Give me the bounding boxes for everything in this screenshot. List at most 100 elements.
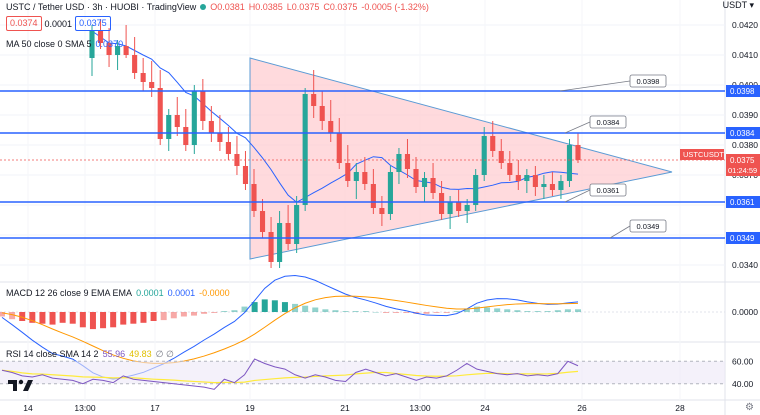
callout-label: 0.0398 — [637, 77, 660, 86]
candle-body — [362, 172, 368, 184]
macd-histogram-bar — [251, 302, 258, 312]
candle-body — [277, 223, 283, 262]
candle-body — [456, 202, 462, 211]
price-tick-label: 0.0410 — [732, 50, 758, 60]
macd-histogram-bar — [211, 312, 218, 313]
candle-body — [328, 121, 334, 133]
current-price-tag — [726, 154, 760, 176]
macd-histogram-bar — [443, 312, 450, 313]
macd-histogram-bar — [231, 310, 238, 312]
time-tick-label: 28 — [675, 403, 685, 413]
candle-body — [404, 154, 411, 169]
market-status-icon — [200, 4, 207, 10]
candle-body — [208, 121, 214, 133]
macd-histogram-bar — [352, 311, 359, 312]
macd-histogram-bar — [332, 310, 339, 312]
ma-legend-text: MA 50 close 0 SMA 5 — [6, 39, 92, 49]
candle-body — [370, 184, 376, 208]
rsi-legend[interactable]: RSI 14 close SMA 14 2 55.96 49.83 ∅ ∅ — [6, 348, 174, 360]
macd-signal-line — [1, 295, 579, 364]
macd-value-1: 0.0001 — [136, 288, 164, 298]
ma-legend[interactable]: MA 50 close 0 SMA 5 0.0370 — [6, 38, 123, 50]
macd-histogram-bar — [140, 312, 147, 323]
candle-body — [115, 46, 121, 55]
macd-histogram-bar — [39, 312, 46, 324]
callout-connector — [559, 80, 631, 92]
price-axis-level-text: 0.0384 — [730, 129, 755, 138]
time-tick-label: 24 — [480, 403, 490, 413]
countdown-text: 01:24:59 — [728, 166, 757, 175]
candle-body — [97, 31, 104, 43]
macd-histogram-bar — [271, 300, 278, 312]
candle-body — [558, 181, 564, 190]
candle-body — [396, 154, 402, 172]
rsi-axis-upper: 60.00 — [732, 356, 754, 366]
candle-body — [464, 205, 470, 211]
macd-histogram-bar — [302, 305, 309, 312]
rsi-value-3: ∅ ∅ — [155, 349, 174, 359]
macd-histogram-bar — [393, 312, 400, 313]
moving-average-line — [91, 30, 579, 203]
close-value: C0.0375 — [323, 2, 358, 12]
macd-histogram-bar — [564, 309, 571, 312]
candle-body — [123, 46, 129, 55]
candle-body — [132, 55, 138, 73]
tradingview-logo-icon[interactable] — [8, 378, 34, 397]
time-tick-label: 14 — [23, 403, 33, 413]
macd-histogram-bar — [79, 312, 86, 328]
candle-body — [498, 151, 504, 163]
callout-box — [589, 115, 627, 129]
symbol-legend[interactable]: USTC / Tether USD · 3h · HUOBI · Trading… — [6, 1, 429, 13]
candle-body — [575, 145, 581, 160]
open-value: O0.0381 — [210, 2, 245, 12]
macd-histogram-bar — [59, 312, 66, 323]
macd-histogram-bar — [322, 309, 329, 312]
rsi-axis-lower: 40.00 — [732, 379, 754, 389]
price-tick-label: 0.0420 — [732, 20, 758, 30]
candle-body — [294, 205, 300, 244]
spread-value: 0.0001 — [44, 18, 73, 29]
macd-legend[interactable]: MACD 12 26 close 9 EMA EMA 0.0001 0.0001… — [6, 287, 230, 299]
time-tick-label: 13:00 — [409, 403, 431, 413]
rsi-value-1: 55.96 — [102, 349, 126, 359]
time-tick-label: 17 — [150, 403, 160, 413]
candle-body — [311, 94, 317, 106]
callout-label: 0.0361 — [597, 186, 620, 195]
candle-body — [302, 94, 308, 205]
symbol-title[interactable]: USTC / Tether USD · 3h · HUOBI · Trading… — [6, 2, 197, 12]
candle-body — [217, 133, 223, 142]
macd-axis-label: 0.0000 — [732, 307, 758, 317]
candle-body — [285, 223, 291, 244]
macd-histogram-bar — [241, 306, 248, 312]
callout-label: 0.0384 — [597, 118, 620, 127]
rsi-value-2: 49.83 — [129, 349, 152, 359]
candle-body — [515, 175, 521, 181]
candle-body — [191, 91, 197, 145]
macd-histogram-bar — [150, 312, 157, 321]
macd-histogram-bar — [544, 311, 551, 312]
callout-connector — [564, 189, 591, 203]
callout-box — [629, 219, 667, 233]
candle-body — [421, 178, 428, 187]
currency-selector[interactable]: USDT ▾ — [723, 0, 754, 11]
macd-histogram-bar — [514, 310, 521, 312]
candle-body — [413, 169, 419, 187]
candle-body — [541, 184, 547, 187]
macd-histogram-bar — [120, 312, 127, 325]
macd-histogram-bar — [433, 312, 440, 313]
macd-histogram-bar — [453, 311, 460, 312]
candle-body — [166, 115, 172, 139]
macd-histogram-bar — [383, 312, 389, 313]
buy-price-button[interactable]: 0.0375 — [75, 16, 111, 31]
macd-histogram-bar — [261, 299, 268, 312]
sell-price-button[interactable]: 0.0374 — [6, 16, 42, 31]
gear-icon[interactable]: ⚙ — [745, 402, 754, 413]
macd-histogram-bar — [494, 308, 501, 312]
macd-histogram-bar — [281, 302, 288, 312]
candle-body — [387, 172, 393, 214]
macd-histogram-bar — [504, 309, 511, 312]
macd-histogram-bar — [403, 312, 410, 313]
price-axis-level-text: 0.0349 — [730, 234, 755, 243]
